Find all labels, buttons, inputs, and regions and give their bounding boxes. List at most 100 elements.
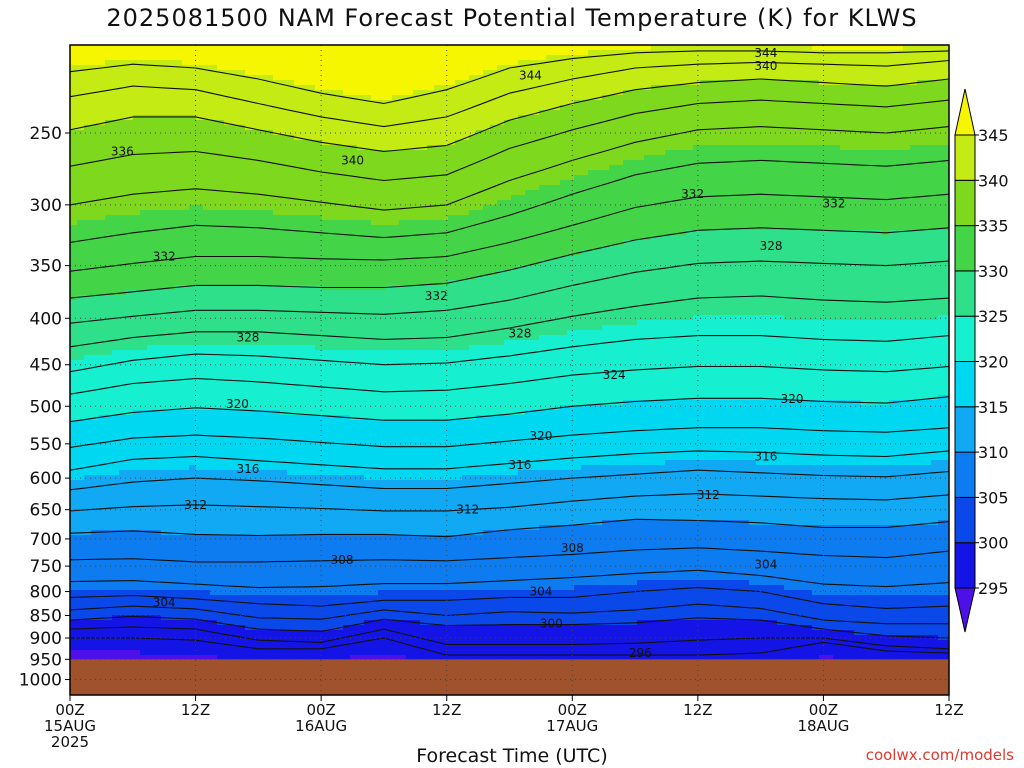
field-cell xyxy=(224,180,232,186)
field-cell xyxy=(329,150,337,156)
field-cell xyxy=(217,195,225,201)
field-cell xyxy=(203,145,211,151)
field-cell xyxy=(280,610,288,616)
field-cell xyxy=(175,525,183,531)
field-cell xyxy=(245,240,253,246)
field-cell xyxy=(119,545,127,551)
field-cell xyxy=(126,355,134,361)
field-cell xyxy=(196,585,204,591)
field-cell xyxy=(119,300,127,306)
field-cell xyxy=(175,210,183,216)
field-cell xyxy=(126,520,134,526)
field-cell xyxy=(266,390,274,396)
field-cell xyxy=(98,250,106,256)
field-cell xyxy=(245,420,253,426)
field-cell xyxy=(245,120,253,126)
field-cell xyxy=(224,230,232,236)
field-cell xyxy=(322,305,330,311)
field-cell xyxy=(322,370,330,376)
field-cell xyxy=(280,555,288,561)
field-cell xyxy=(161,275,169,281)
field-cell xyxy=(210,210,218,216)
field-cell xyxy=(105,175,113,181)
field-cell xyxy=(140,100,148,106)
field-cell xyxy=(301,635,309,641)
field-cell xyxy=(210,45,218,51)
field-cell xyxy=(238,560,246,566)
field-cell xyxy=(112,630,120,636)
field-cell xyxy=(161,80,169,86)
field-cell xyxy=(287,390,295,396)
field-cell xyxy=(168,315,176,321)
field-cell xyxy=(301,45,309,51)
field-cell xyxy=(154,300,162,306)
field-cell xyxy=(238,510,246,516)
field-cell xyxy=(308,425,316,431)
field-cell xyxy=(280,445,288,451)
field-cell xyxy=(175,460,183,466)
field-cell xyxy=(259,295,267,301)
field-cell xyxy=(126,445,134,451)
field-cell xyxy=(98,180,106,186)
field-cell xyxy=(252,250,260,256)
field-cell xyxy=(126,200,134,206)
field-cell xyxy=(252,145,260,151)
field-cell xyxy=(161,520,169,526)
field-cell xyxy=(147,545,155,551)
field-cell xyxy=(84,310,92,316)
field-cell xyxy=(77,590,85,596)
field-cell xyxy=(210,230,218,236)
field-cell xyxy=(91,620,99,626)
field-cell xyxy=(140,220,148,226)
field-cell xyxy=(182,390,190,396)
field-cell xyxy=(266,200,274,206)
field-cell xyxy=(175,155,183,161)
field-cell xyxy=(77,145,85,151)
field-cell xyxy=(329,50,337,56)
field-cell xyxy=(203,120,211,126)
field-cell xyxy=(245,290,253,296)
field-cell xyxy=(259,120,267,126)
field-cell xyxy=(154,390,162,396)
field-cell xyxy=(294,290,302,296)
field-cell xyxy=(119,365,127,371)
field-cell xyxy=(322,120,330,126)
field-cell xyxy=(210,615,218,621)
field-cell xyxy=(154,165,162,171)
field-cell xyxy=(301,540,309,546)
field-cell xyxy=(280,145,288,151)
field-cell xyxy=(84,450,92,456)
field-cell xyxy=(329,495,337,501)
field-cell xyxy=(133,255,141,261)
field-cell xyxy=(147,90,155,96)
field-cell xyxy=(245,170,253,176)
field-cell xyxy=(266,90,274,96)
field-cell xyxy=(259,345,267,351)
field-cell xyxy=(84,375,92,381)
field-cell xyxy=(119,605,127,611)
field-cell xyxy=(322,515,330,521)
field-cell xyxy=(210,255,218,261)
field-cell xyxy=(294,430,302,436)
field-cell xyxy=(252,590,260,596)
field-cell xyxy=(301,175,309,181)
field-cell xyxy=(294,250,302,256)
field-cell xyxy=(266,175,274,181)
field-cell xyxy=(280,590,288,596)
field-cell xyxy=(322,510,330,516)
field-cell xyxy=(217,510,225,516)
field-cell xyxy=(105,550,113,556)
field-cell xyxy=(140,95,148,101)
field-cell xyxy=(91,395,99,401)
field-cell xyxy=(308,375,316,381)
potential-temperature-field xyxy=(70,45,953,696)
field-cell xyxy=(287,250,295,256)
field-cell xyxy=(147,520,155,526)
field-cell xyxy=(266,420,274,426)
field-cell xyxy=(182,220,190,226)
field-cell xyxy=(280,250,288,256)
field-cell xyxy=(203,220,211,226)
field-cell xyxy=(91,155,99,161)
field-cell xyxy=(161,110,169,116)
field-cell xyxy=(210,540,218,546)
